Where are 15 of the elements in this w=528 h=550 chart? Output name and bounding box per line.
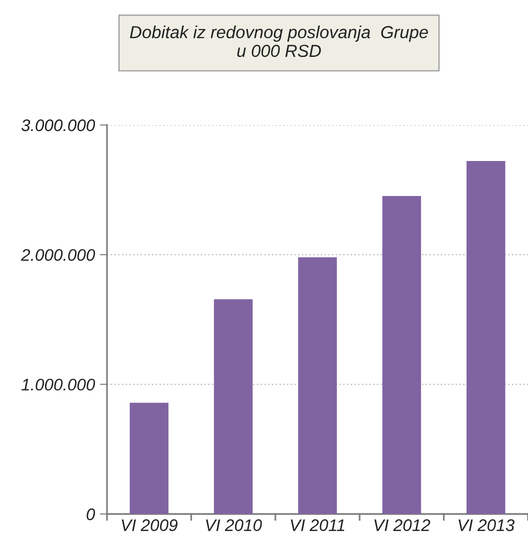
- y-tick-label: 3.000.000: [21, 119, 96, 132]
- x-tick-label: VI 2009: [122, 519, 178, 532]
- y-tick-label: 1.000.000: [21, 378, 96, 391]
- x-tick-label: VI 2010: [206, 519, 262, 532]
- x-tick-label: VI 2013: [458, 519, 514, 532]
- bar: [298, 257, 337, 514]
- y-tick-label: 0: [86, 508, 96, 520]
- bar: [214, 299, 253, 514]
- y-tick-label: 2.000.000: [20, 249, 96, 261]
- bar: [130, 402, 168, 514]
- bar: [466, 161, 506, 514]
- bar: [382, 196, 422, 514]
- chart-title: Dobitak iz redovnog poslovanja Grupe u 000 RSD: [130, 26, 428, 58]
- x-tick-label: VI 2012: [374, 519, 430, 532]
- x-tick-label: VI 2011: [290, 519, 344, 532]
